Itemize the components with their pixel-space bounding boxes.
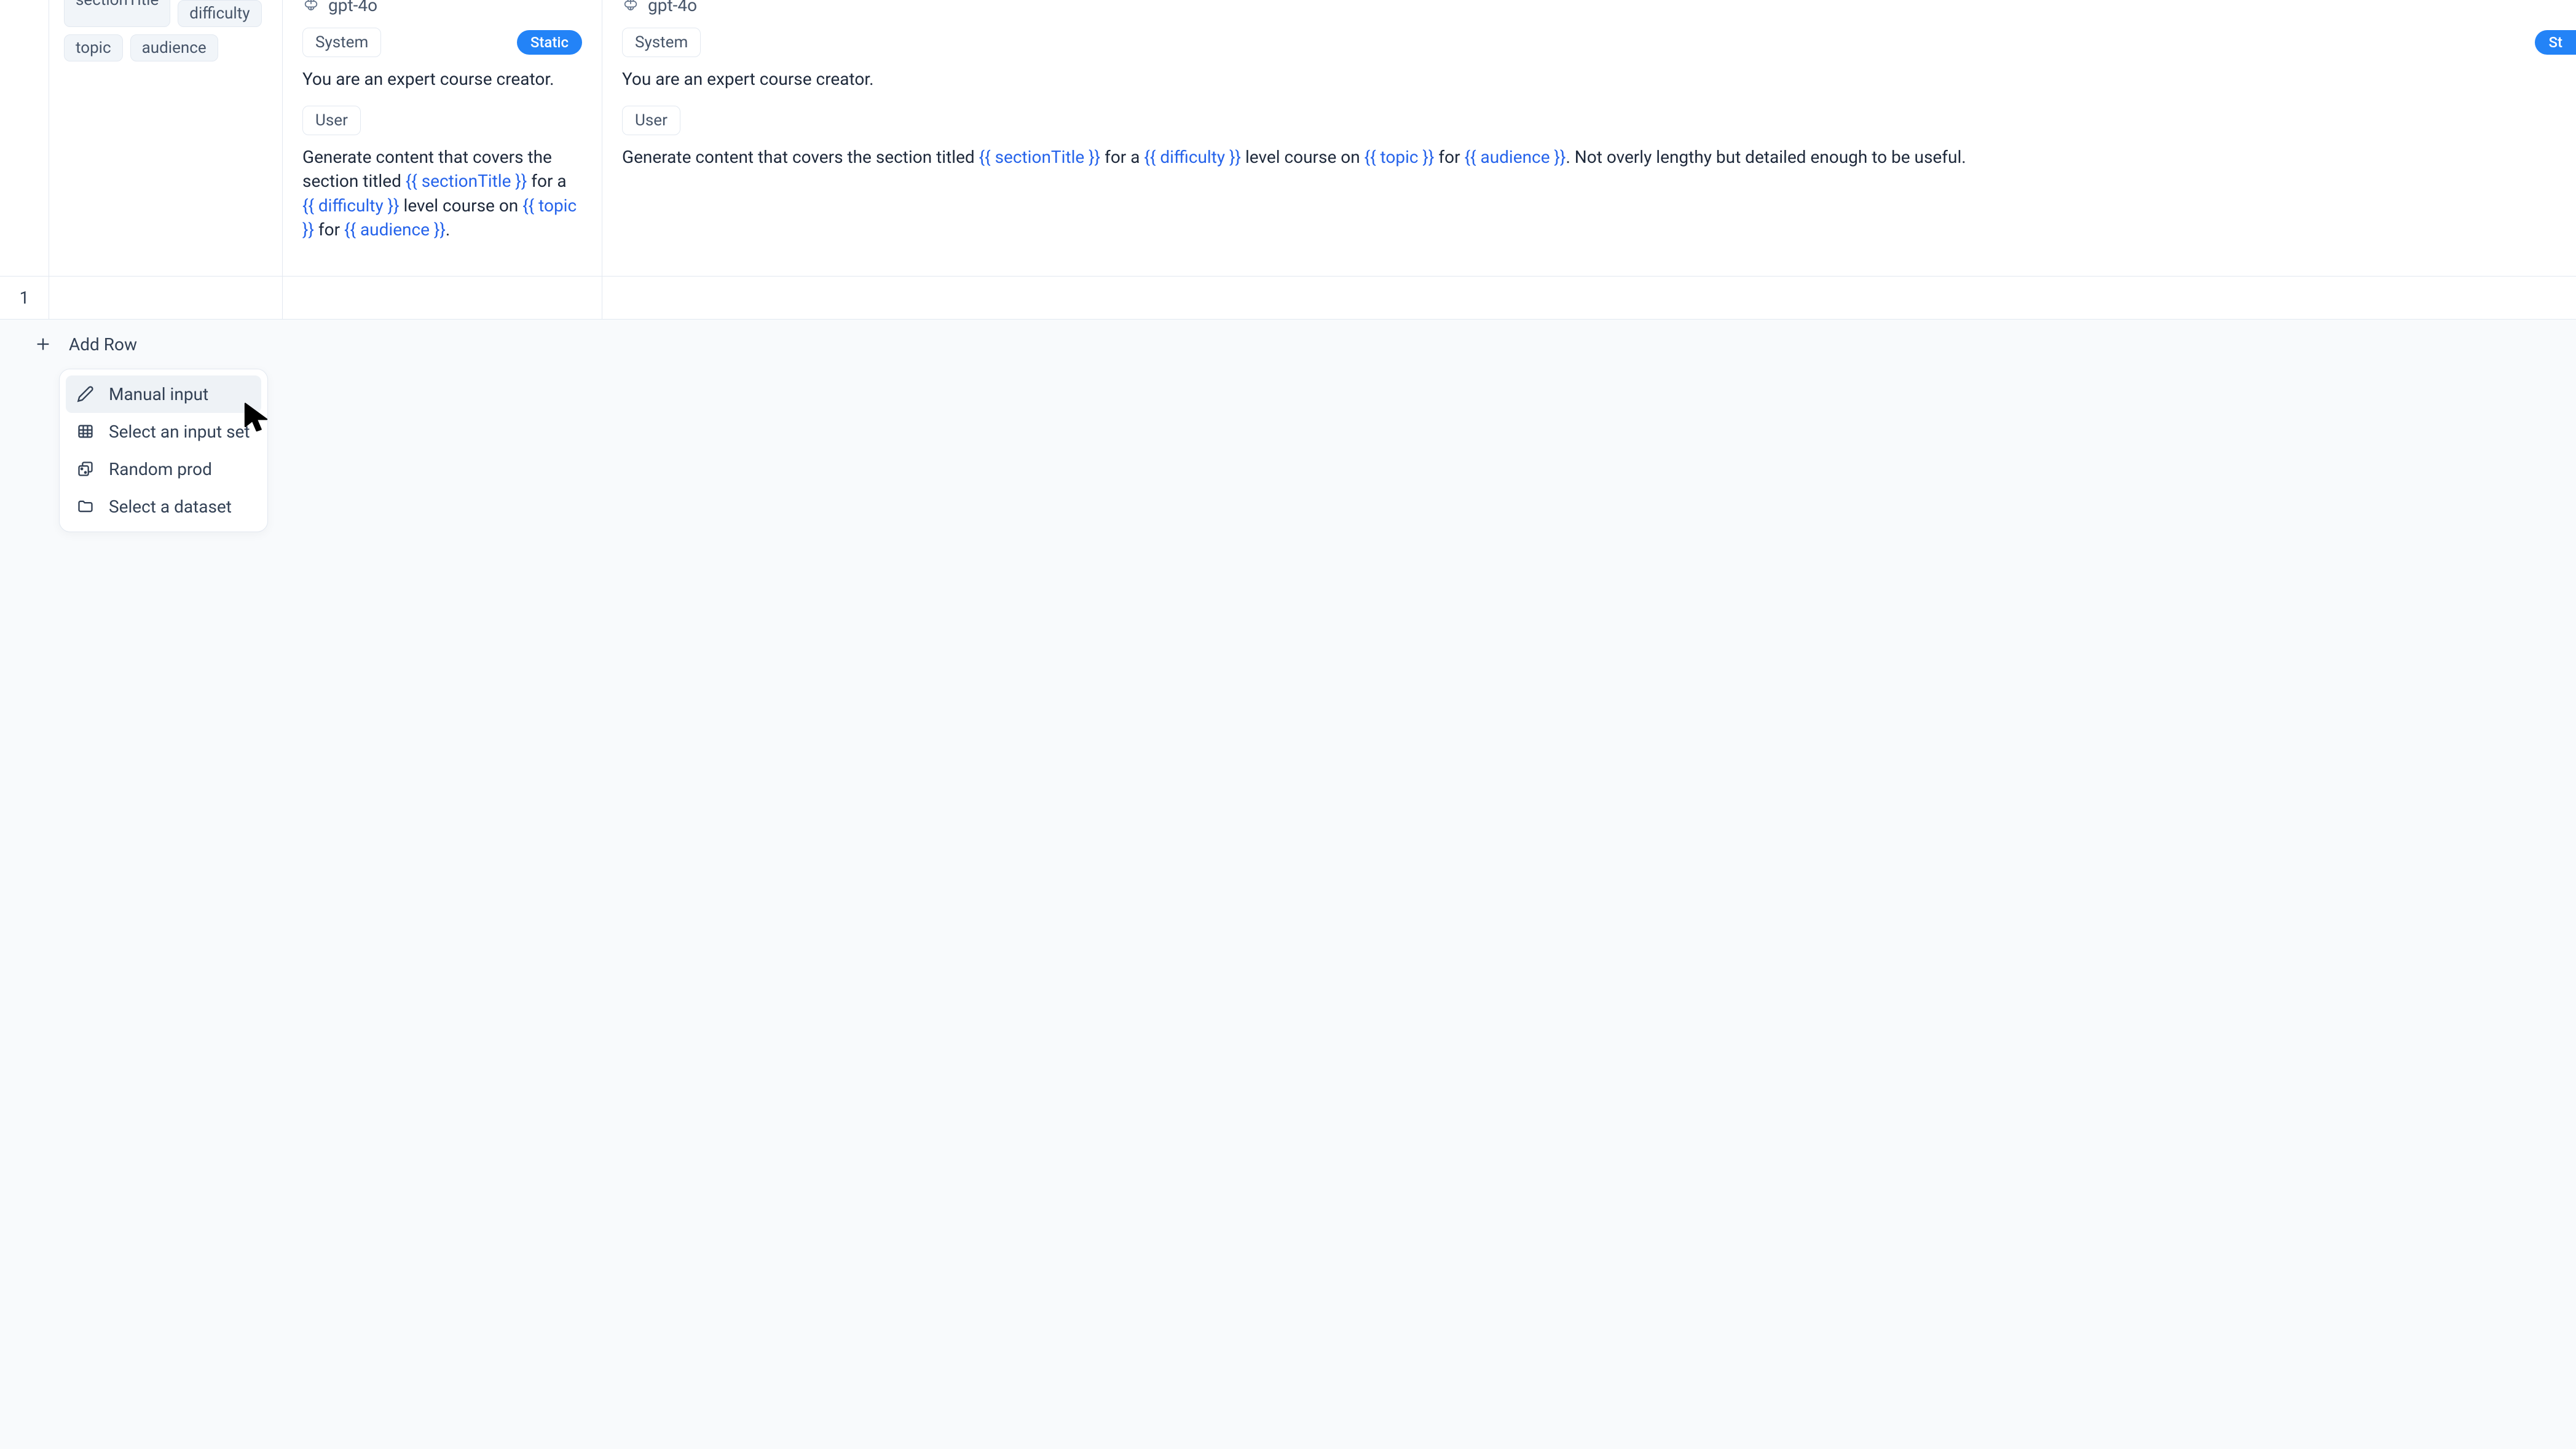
system-message-text: You are an expert course creator. bbox=[622, 67, 2556, 91]
user-message-header: User bbox=[622, 106, 2556, 135]
template-var-difficulty: {{ difficulty }} bbox=[302, 195, 400, 216]
row-number: 1 bbox=[0, 277, 49, 319]
openai-icon bbox=[302, 0, 320, 14]
template-var-topic: {{ topic }} bbox=[1365, 147, 1435, 167]
text-segment: for bbox=[314, 219, 344, 240]
dropdown-item-select-input-set[interactable]: Select an input set bbox=[66, 413, 261, 450]
model-header: gpt-4o bbox=[302, 0, 582, 15]
prompt-column-1: gpt-4o System Static You are an expert c… bbox=[283, 0, 602, 276]
model-name: gpt-4o bbox=[328, 0, 377, 15]
system-role-badge: System bbox=[302, 28, 381, 57]
user-message-header: User bbox=[302, 106, 582, 135]
add-row-section: Add Row Manual input Select an input set bbox=[0, 320, 2576, 369]
text-segment: for a bbox=[1100, 147, 1144, 167]
dropdown-item-label: Select a dataset bbox=[109, 497, 232, 517]
model-header: gpt-4o bbox=[622, 0, 2556, 15]
static-badge: Static bbox=[517, 30, 582, 55]
add-row-button[interactable]: Add Row bbox=[34, 334, 137, 355]
system-message-header: System Static bbox=[302, 28, 582, 57]
template-var-sectiontitle: {{ sectionTitle }} bbox=[406, 171, 527, 191]
data-row-1[interactable]: 1 bbox=[0, 277, 2576, 319]
app-container: sectionTitle difficulty topic audience g… bbox=[0, 0, 2576, 1449]
dropdown-item-select-dataset[interactable]: Select a dataset bbox=[66, 488, 261, 525]
tag-topic[interactable]: topic bbox=[64, 34, 123, 61]
add-row-dropdown: Manual input Select an input set bbox=[59, 369, 268, 532]
plus-icon bbox=[34, 336, 52, 353]
header-row: sectionTitle difficulty topic audience g… bbox=[0, 0, 2576, 277]
dropdown-item-label: Manual input bbox=[109, 384, 208, 404]
user-role-badge: User bbox=[622, 106, 680, 135]
folder-icon bbox=[77, 498, 94, 515]
text-segment: . bbox=[446, 219, 450, 240]
prompt-table: sectionTitle difficulty topic audience g… bbox=[0, 0, 2576, 320]
tag-sectiontitle[interactable]: sectionTitle bbox=[64, 0, 170, 27]
tag-list: sectionTitle difficulty topic audience bbox=[64, 0, 267, 61]
user-role-badge: User bbox=[302, 106, 361, 135]
system-message-header: System St bbox=[622, 28, 2556, 57]
dropdown-item-label: Select an input set bbox=[109, 422, 250, 442]
system-message-text: You are an expert course creator. bbox=[302, 67, 582, 91]
tag-audience[interactable]: audience bbox=[130, 34, 218, 61]
tag-difficulty[interactable]: difficulty bbox=[178, 0, 261, 27]
pencil-icon bbox=[77, 385, 94, 402]
user-message-text: Generate content that covers the section… bbox=[622, 145, 2556, 169]
col-number-header bbox=[0, 0, 49, 276]
text-segment: for a bbox=[527, 171, 566, 191]
template-var-audience: {{ audience }} bbox=[1465, 147, 1566, 167]
dropdown-item-manual-input[interactable]: Manual input bbox=[66, 375, 261, 413]
template-var-sectiontitle: {{ sectionTitle }} bbox=[979, 147, 1100, 167]
row-prompt-cell-1[interactable] bbox=[283, 277, 602, 319]
system-role-badge: System bbox=[622, 28, 701, 57]
dropdown-item-random-prod[interactable]: Random prod bbox=[66, 450, 261, 488]
text-segment: level course on bbox=[400, 195, 523, 216]
table-icon bbox=[77, 423, 94, 440]
text-segment: Generate content that covers the section… bbox=[622, 147, 979, 167]
model-name: gpt-4o bbox=[648, 0, 697, 15]
openai-icon bbox=[622, 0, 639, 14]
row-prompt-cell-2[interactable] bbox=[602, 277, 2576, 319]
text-segment: level course on bbox=[1241, 147, 1365, 167]
add-row-label: Add Row bbox=[69, 334, 137, 355]
template-var-audience: {{ audience }} bbox=[344, 219, 446, 240]
static-badge: St bbox=[2535, 30, 2576, 55]
template-var-difficulty: {{ difficulty }} bbox=[1144, 147, 1241, 167]
col-tags: sectionTitle difficulty topic audience bbox=[49, 0, 283, 276]
dropdown-item-label: Random prod bbox=[109, 459, 212, 479]
row-tags-cell[interactable] bbox=[49, 277, 283, 319]
text-segment: for bbox=[1434, 147, 1464, 167]
prompt-column-2: gpt-4o System St You are an expert cours… bbox=[602, 0, 2576, 276]
text-segment: . Not overly lengthy but detailed enough… bbox=[1566, 147, 1966, 167]
dice-icon bbox=[77, 460, 94, 477]
user-message-text: Generate content that covers the section… bbox=[302, 145, 582, 242]
